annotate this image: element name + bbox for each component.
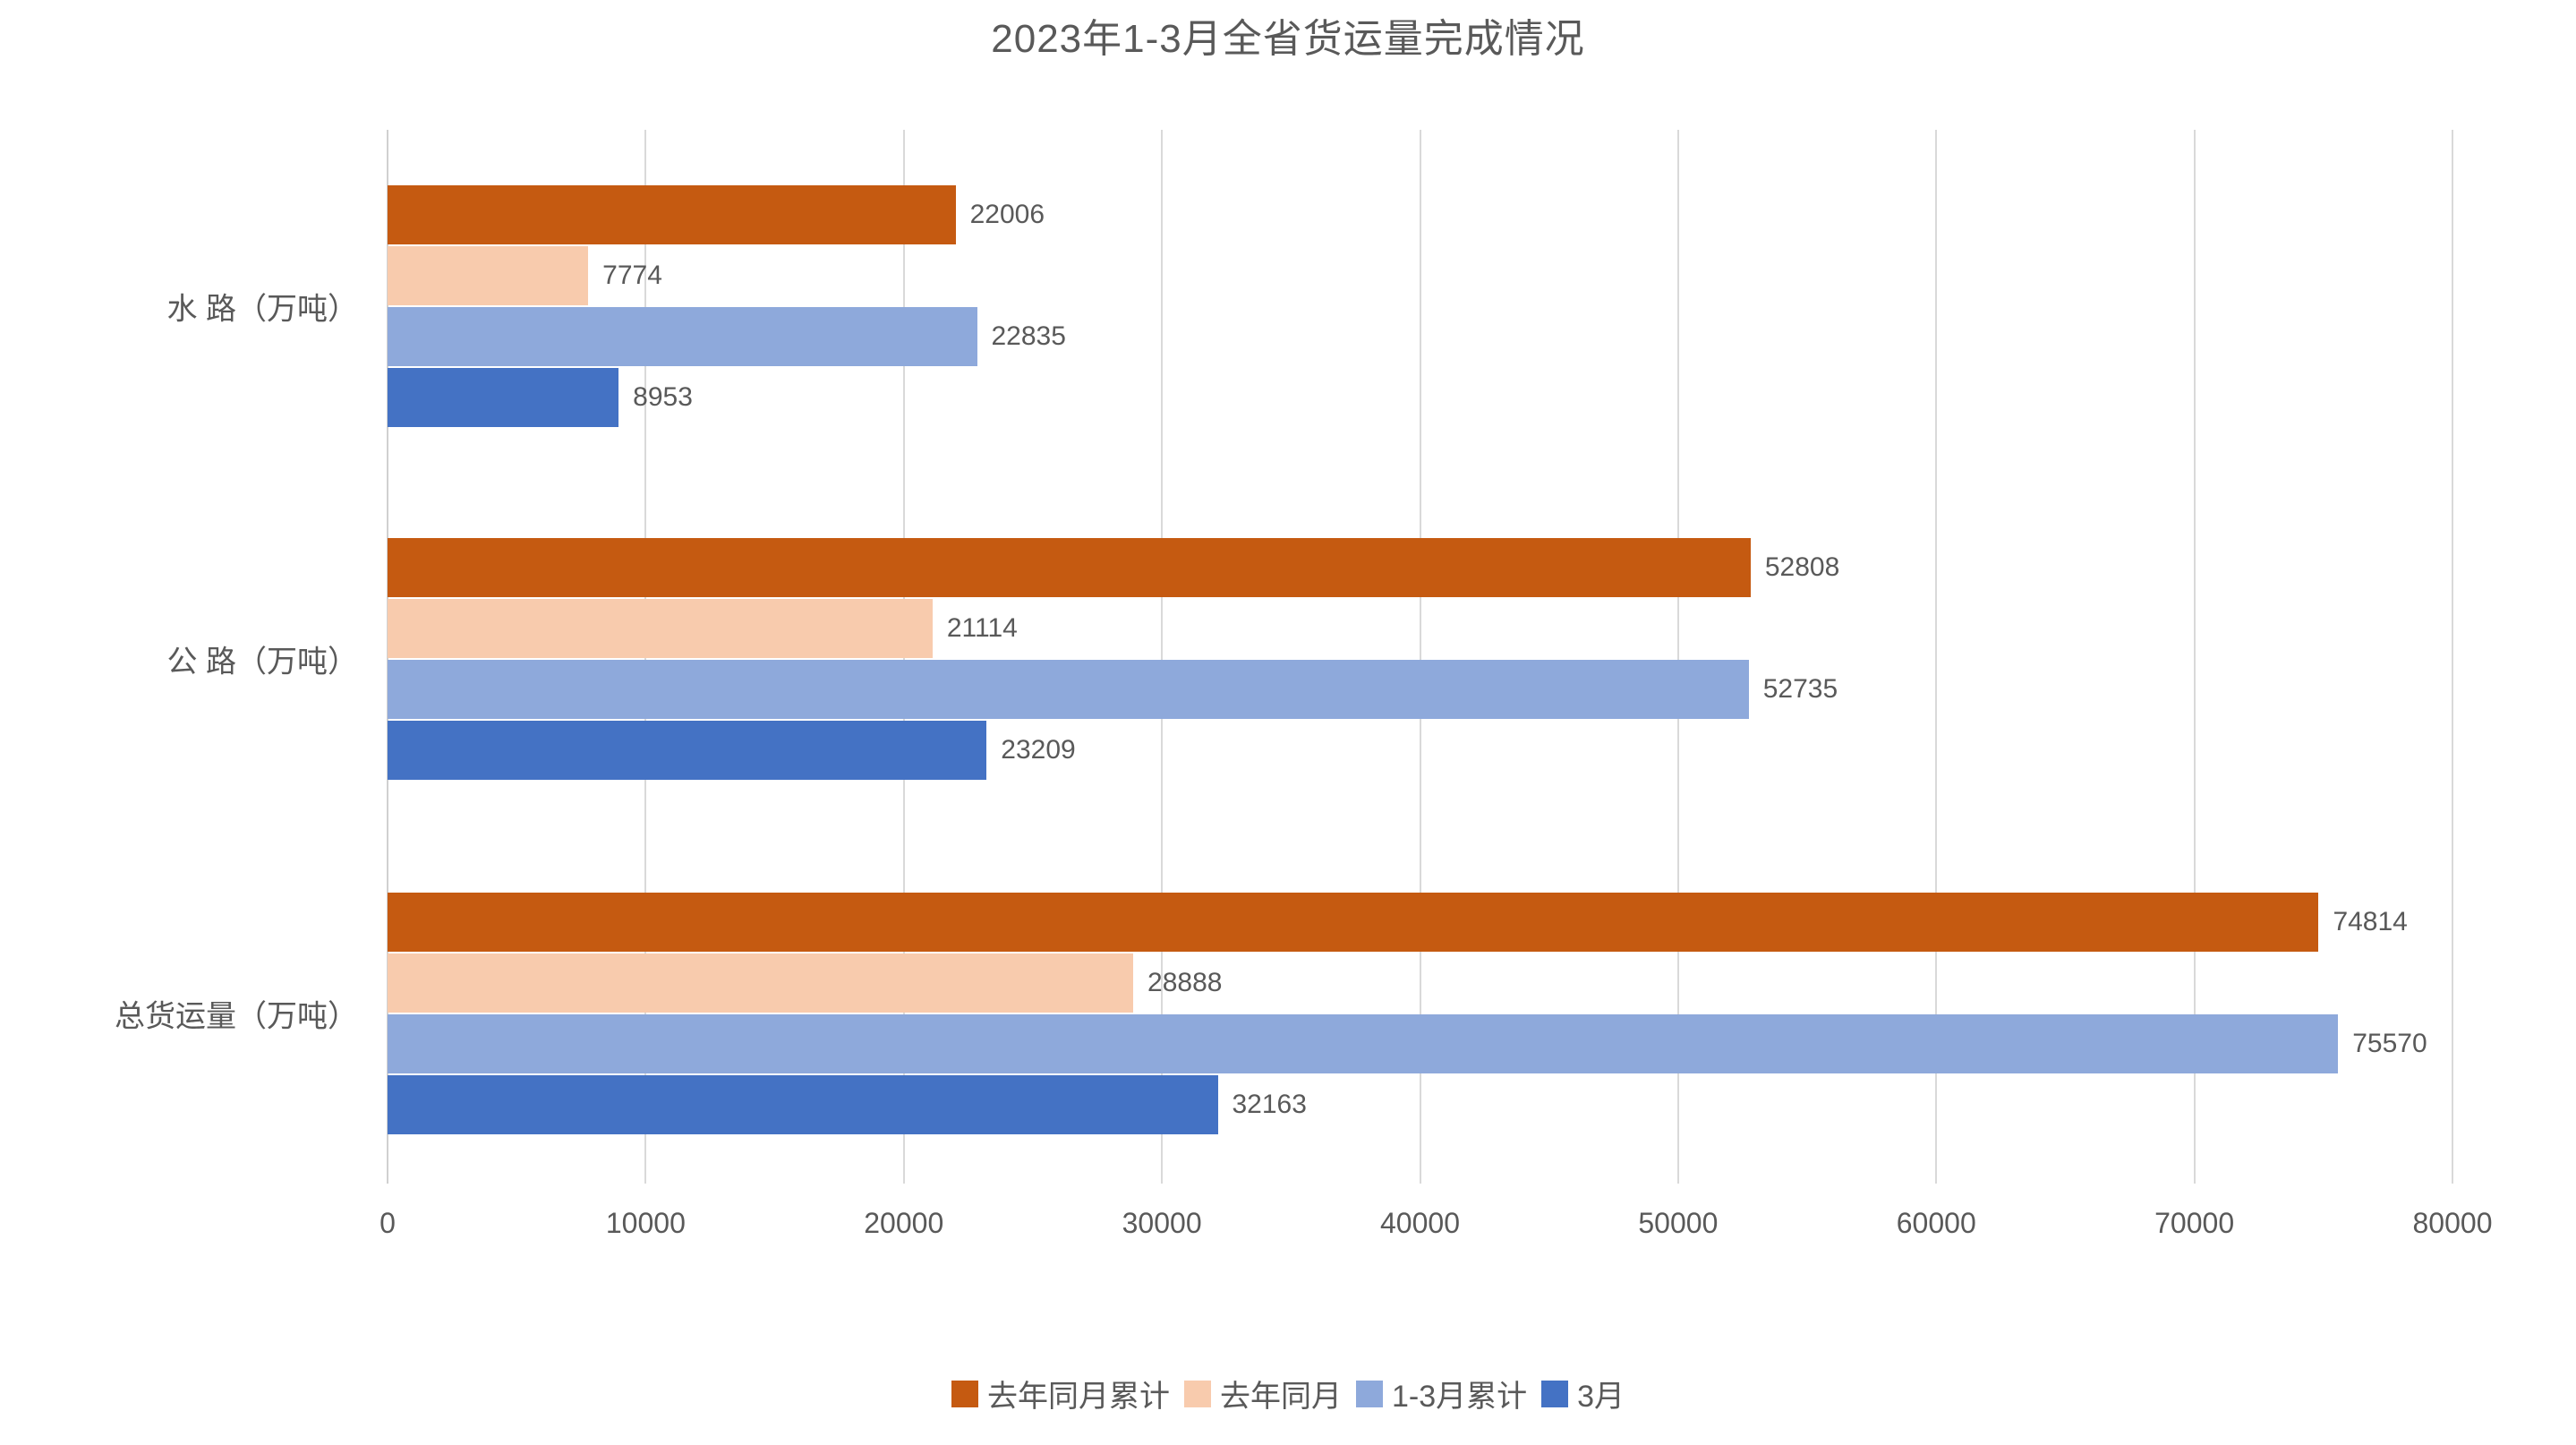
x-tick-label: 20000 [864, 1207, 944, 1239]
legend-swatch-icon [1355, 1380, 1383, 1407]
bar [388, 185, 956, 244]
category-label: 公 路（万吨） [166, 645, 358, 680]
x-tick-label: 70000 [2154, 1207, 2235, 1239]
gridline [1676, 130, 1679, 1184]
legend-label: 1-3月累计 [1391, 1380, 1528, 1414]
bar [388, 660, 1749, 719]
bar-value-label: 7774 [602, 261, 662, 290]
legend-item: 3月 [1541, 1372, 1625, 1415]
x-tick-label: 60000 [1896, 1207, 1976, 1239]
category-label: 水 路（万吨） [166, 292, 358, 327]
gridline [1935, 130, 1938, 1184]
bar [388, 1014, 2339, 1073]
x-tick-label: 40000 [1380, 1207, 1460, 1239]
bar-value-label: 28888 [1147, 968, 1223, 997]
chart-title: 2023年1-3月全省货运量完成情况 [991, 17, 1585, 61]
bar-value-label: 32163 [1232, 1090, 1307, 1119]
bar-value-label: 22835 [991, 321, 1066, 351]
bar [388, 953, 1134, 1013]
bar-value-label: 8953 [633, 382, 693, 412]
gridline [2452, 130, 2453, 1184]
bar-value-label: 23209 [1001, 735, 1076, 765]
x-tick-label: 80000 [2412, 1207, 2493, 1239]
plot-area: 22006 7774 22835 8953 52808 21114 52735 23209 74… [387, 130, 2453, 1184]
legend: 去年同月累计 去年同月 1-3月累计 3月 [0, 1372, 2576, 1415]
bar [388, 246, 589, 305]
legend-swatch-icon [1541, 1380, 1569, 1407]
bar [388, 307, 977, 366]
legend-item: 去年同月 [1183, 1372, 1342, 1415]
legend-label: 3月 [1577, 1380, 1625, 1414]
x-tick-label: 50000 [1638, 1207, 1719, 1239]
bar-value-label: 22006 [969, 200, 1045, 229]
bar [388, 721, 987, 780]
bar-value-label: 75570 [2352, 1029, 2427, 1058]
legend-label: 去年同月 [1219, 1380, 1342, 1414]
gridline [1161, 130, 1164, 1184]
bar-value-label: 52735 [1762, 674, 1838, 704]
gridline [2193, 130, 2196, 1184]
legend-item: 1-3月累计 [1355, 1372, 1528, 1415]
bar [388, 599, 933, 658]
legend-swatch-icon [951, 1380, 978, 1407]
category-label: 总货运量（万吨） [115, 999, 358, 1034]
gridline [1419, 130, 1421, 1184]
legend-item: 去年同月累计 [951, 1372, 1170, 1415]
bar [388, 538, 1751, 597]
bar-value-label: 52808 [1764, 552, 1840, 582]
bar [388, 893, 2319, 952]
bar-value-label: 74814 [2333, 907, 2408, 936]
x-tick-label: 30000 [1122, 1207, 1202, 1239]
x-tick-label: 10000 [605, 1207, 686, 1239]
bar [388, 368, 619, 427]
bar-value-label: 21114 [946, 613, 1018, 643]
legend-label: 去年同月累计 [986, 1380, 1170, 1414]
x-tick-label: 0 [380, 1207, 396, 1239]
legend-swatch-icon [1183, 1380, 1211, 1407]
bar [388, 1075, 1218, 1134]
